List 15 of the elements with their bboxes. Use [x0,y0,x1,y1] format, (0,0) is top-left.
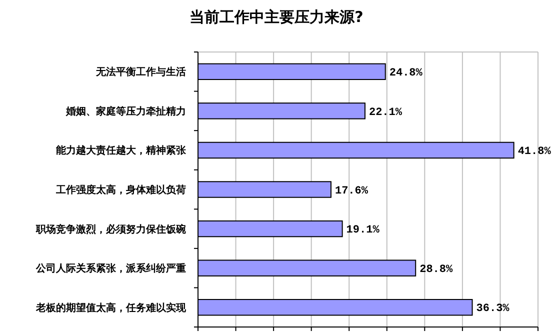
data-label: 28.8% [420,264,454,276]
y-tick-label: 无法平衡工作与生活 [95,66,186,78]
data-label: 36.3% [476,303,510,316]
y-tick-label: 职场竞争激烈，必须努力保住饭碗 [35,223,186,236]
data-label: 24.8% [389,67,423,80]
y-tick-label: 能力越大责任越大，精神紧张 [56,144,187,157]
y-tick-label: 婚姻、家庭等压力牵扯精力 [65,105,186,118]
chart-title: 当前工作中主要压力来源? [190,8,364,26]
y-tick-label: 老板的期望值太高，任务难以实现 [35,302,187,314]
y-tick-label: 公司人际关系紧张，派系纠纷严重 [35,262,186,275]
data-label: 41.8% [518,146,552,158]
y-tick-label: 工作强度太高，身体难以负荷 [55,184,186,196]
data-label: 19.1% [346,224,380,237]
data-label: 22.1% [368,106,402,119]
data-label: 17.6% [334,185,368,198]
